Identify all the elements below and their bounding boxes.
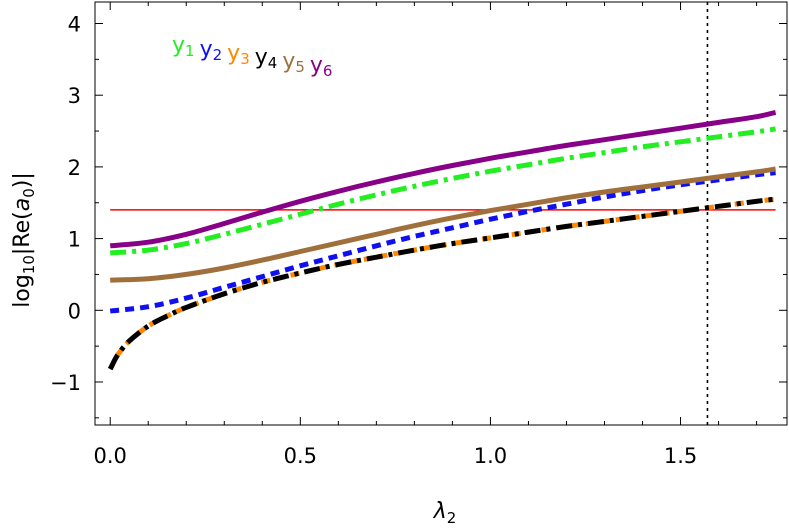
legend: y1 y2 y3 y4 y5 y6 — [172, 33, 332, 80]
legend-entry-sub-y4: 4 — [268, 54, 278, 72]
y-axis-label-suffix: )| — [10, 172, 35, 188]
legend-entry-sub-y3: 3 — [240, 50, 250, 68]
y-axis-label-mid: |Re( — [10, 211, 35, 255]
legend-entry-sub-y6: 6 — [323, 62, 333, 80]
y-axis-label-var-sub: 0 — [20, 188, 38, 198]
legend-entry-y1: y — [172, 33, 185, 58]
y-tick-label: 2 — [68, 156, 81, 180]
series-line-y3 — [107, 196, 776, 371]
y-axis-label-var: a — [10, 198, 35, 211]
legend-entry-sub-y1: 1 — [185, 42, 195, 60]
legend-entry-y6: y — [310, 53, 323, 78]
x-axis-label: λ2 — [433, 499, 457, 527]
x-axis-label-sub: 2 — [447, 509, 457, 527]
plot-frame — [94, 1, 788, 426]
reference-lines — [110, 2, 776, 425]
y-axis-label-prefix: log — [10, 274, 35, 308]
x-tick-label: 0.0 — [94, 444, 127, 468]
x-tick-label: 1.5 — [664, 444, 697, 468]
y-tick-label: 1 — [68, 228, 81, 252]
legend-entry-y5: y — [282, 49, 295, 74]
y-tick-label: 3 — [68, 84, 81, 108]
x-tick-label: 1.0 — [474, 444, 507, 468]
legend-entry-y4: y — [255, 45, 268, 70]
series-line-y1 — [110, 126, 776, 256]
y-tick-label: 4 — [68, 13, 81, 37]
series-line-y4 — [107, 196, 776, 371]
y-axis-label-sub: 10 — [20, 255, 38, 274]
x-axis-label-main: λ — [433, 499, 447, 524]
plot-border — [94, 1, 788, 426]
legend-entry-y2: y — [200, 37, 213, 62]
legend-entry-y3: y — [227, 41, 240, 66]
y-axis-label: log10|Re(a0)| — [10, 172, 38, 308]
y-tick-label: 0 — [68, 299, 81, 323]
x-tick-label: 0.5 — [284, 444, 317, 468]
series-lines — [107, 109, 777, 371]
y-tick-label: −1 — [50, 371, 81, 395]
legend-entry-sub-y5: 5 — [295, 58, 305, 76]
series-line-y2 — [109, 170, 776, 314]
legend-text: y1 y2 y3 y4 y5 y6 — [172, 33, 332, 80]
series-line-y5 — [110, 166, 776, 283]
legend-entry-sub-y2: 2 — [213, 46, 223, 64]
series-line-y6 — [109, 109, 777, 249]
